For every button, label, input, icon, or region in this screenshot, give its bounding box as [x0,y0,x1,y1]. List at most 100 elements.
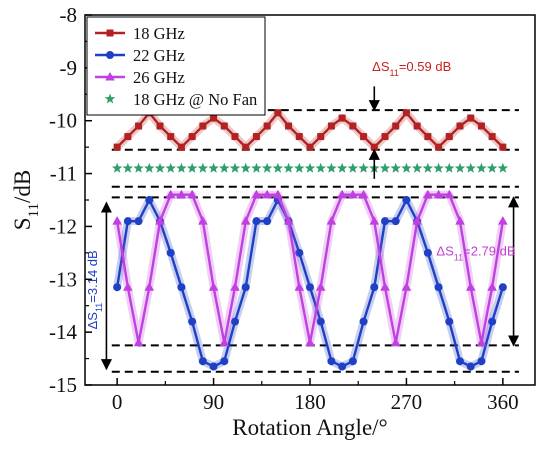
data-point-26-ghz-13 [251,189,262,199]
data-point-18-ghz-33 [467,114,475,122]
data-point-22-ghz-36 [498,283,507,292]
data-point-18-ghz-no-fan-20 [326,162,337,173]
data-point-18-ghz-28 [413,122,421,130]
data-point-18-ghz-no-fan-34 [476,162,487,173]
data-point-26-ghz-19 [315,282,326,291]
annotation-delta-314-main: ΔS [85,312,100,330]
data-point-26-ghz-18 [305,337,315,347]
data-point-22-ghz-1 [123,217,132,226]
data-point-26-ghz-36 [498,216,508,225]
data-point-22-ghz-22 [348,357,357,366]
data-point-22-ghz-6 [177,283,186,292]
data-point-22-ghz-33 [466,362,475,371]
data-point-18-ghz-no-fan-26 [390,162,401,173]
ticks-layer: -8 -9 -10 -11 -12 -13 -14 -15 0 90 180 270 360 [49,3,519,414]
data-point-22-ghz-19 [316,317,325,326]
data-point-26-ghz-7 [187,189,197,199]
data-point-18-ghz-no-fan-7 [186,162,198,173]
data-point-26-ghz-5 [165,189,176,199]
x-axis-title: Rotation Angle/° [232,415,388,440]
data-point-22-ghz-24 [370,283,379,292]
data-point-26-ghz-28 [412,216,422,225]
data-point-22-ghz-26 [391,217,400,226]
data-point-18-ghz-no-fan-30 [433,162,444,173]
data-point-26-ghz-2 [133,337,144,347]
data-point-26-ghz-27 [401,282,412,291]
y-axis-title-main: S [10,217,35,230]
x-tick-label-4: 360 [487,390,519,414]
legend-marker-3 [104,93,116,104]
data-point-22-ghz-27 [402,196,411,204]
data-point-22-ghz-23 [359,317,368,326]
data-point-18-ghz-no-fan-31 [444,162,455,173]
data-point-26-ghz-14 [262,189,272,199]
data-point-18-ghz-35 [488,133,496,141]
y-tick-label-5: -13 [49,267,77,291]
data-point-18-ghz-18 [306,143,314,151]
data-point-18-ghz-no-fan-35 [486,162,498,173]
data-point-18-ghz-31 [445,133,453,141]
data-point-18-ghz-no-fan-16 [283,162,294,173]
data-point-18-ghz-8 [199,122,207,130]
data-point-18-ghz-7 [188,133,196,141]
data-point-18-ghz-no-fan-23 [358,162,369,173]
legend-label-26ghz: 26 GHz [133,68,185,87]
y-axis-title-suffix: /dB [10,170,35,203]
annotation-delta-314-sub: 11 [94,303,104,312]
data-point-18-ghz-no-fan-27 [401,162,412,173]
legend-label-22ghz: 22 GHz [133,46,185,65]
data-point-22-ghz-12 [241,283,250,292]
data-point-22-ghz-35 [488,317,497,326]
annotation-delta-314-value: =3.14 dB [85,250,100,302]
annotation-delta-279: ΔS11=2.79 dB [436,244,515,263]
x-tick-label-2: 180 [294,390,326,414]
data-point-26-ghz-3 [144,282,155,291]
data-point-18-ghz-no-fan-9 [208,162,219,173]
data-point-18-ghz-0 [113,143,121,151]
data-point-22-ghz-29 [423,248,432,257]
data-point-18-ghz-no-fan-2 [133,162,144,173]
arrows-layer [100,86,520,371]
data-point-22-ghz-21 [338,362,347,371]
data-point-18-ghz-no-fan-21 [336,162,348,173]
data-point-26-ghz-23 [358,189,369,199]
data-point-18-ghz-29 [424,133,432,141]
data-point-18-ghz-no-fan-3 [144,162,155,173]
data-point-18-ghz-no-fan-10 [219,162,230,173]
data-point-22-ghz-11 [231,317,239,326]
data-point-18-ghz-4 [156,122,164,130]
data-point-26-ghz-32 [455,216,465,225]
legend-marker-1 [106,51,114,59]
data-point-18-ghz-12 [242,143,250,151]
annotation-delta-279-sub: 11 [454,253,463,263]
data-point-22-ghz-9 [209,362,218,371]
data-point-18-ghz-21 [338,114,346,122]
data-point-26-ghz-34 [476,337,487,347]
x-tick-label-0: 0 [112,390,123,414]
data-point-18-ghz-no-fan-33 [465,162,476,173]
data-point-18-ghz-no-fan-15 [272,162,284,173]
data-point-18-ghz-1 [124,133,132,141]
data-point-18-ghz-11 [231,133,239,141]
y-tick-label-1: -9 [60,56,78,80]
data-point-26-ghz-33 [465,282,476,291]
data-point-26-ghz-6 [176,189,187,199]
annotation-delta-059-main: ΔS [372,59,390,74]
data-point-26-ghz-17 [294,282,305,291]
data-point-22-ghz-18 [306,283,314,292]
x-tick-label-3: 270 [391,390,423,414]
data-point-22-ghz-25 [381,217,389,226]
data-point-22-ghz-14 [263,217,272,226]
data-point-18-ghz-25 [381,133,389,141]
data-point-22-ghz-20 [327,357,336,366]
data-point-22-ghz-5 [166,248,175,257]
data-point-18-ghz-no-fan-0 [111,162,123,173]
annotation-delta-059: ΔS11=0.59 dB [372,59,451,78]
data-point-22-ghz-10 [220,357,229,366]
annotation-delta-279-value: =2.79 dB [463,244,515,259]
data-point-18-ghz-no-fan-6 [176,162,187,173]
data-point-26-ghz-29 [423,189,433,199]
data-point-18-ghz-20 [327,122,335,130]
y-tick-label-0: -8 [60,3,78,27]
